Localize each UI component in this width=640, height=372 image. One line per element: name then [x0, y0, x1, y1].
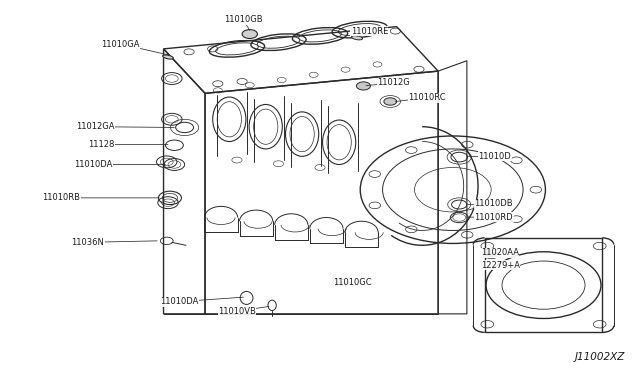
Circle shape [485, 250, 497, 257]
Text: J11002XZ: J11002XZ [575, 352, 625, 362]
Text: 11036N: 11036N [71, 238, 157, 247]
Text: 11010DB: 11010DB [467, 199, 513, 208]
Text: 11128: 11128 [88, 140, 168, 149]
Text: 11010RB: 11010RB [42, 193, 159, 202]
Text: 11010GA: 11010GA [101, 39, 168, 55]
Text: 11010RE: 11010RE [351, 26, 388, 36]
Circle shape [242, 30, 257, 38]
Circle shape [384, 98, 397, 105]
Text: 11010RD: 11010RD [467, 213, 513, 222]
Ellipse shape [163, 55, 173, 59]
Text: 11010GC: 11010GC [333, 278, 371, 287]
Ellipse shape [351, 36, 362, 40]
Text: 11010DA: 11010DA [74, 160, 166, 169]
Circle shape [356, 82, 371, 90]
Text: 11010VB: 11010VB [218, 307, 269, 316]
Text: 11010RC: 11010RC [396, 93, 445, 102]
Text: 11010GB: 11010GB [224, 16, 262, 31]
Text: 11010DA: 11010DA [160, 297, 243, 306]
Text: 11012GA: 11012GA [76, 122, 174, 131]
Text: 11012G: 11012G [366, 78, 410, 87]
Text: 11010D: 11010D [468, 152, 511, 161]
Text: 11020AA: 11020AA [481, 248, 519, 257]
Text: 12279+A: 12279+A [481, 261, 520, 270]
